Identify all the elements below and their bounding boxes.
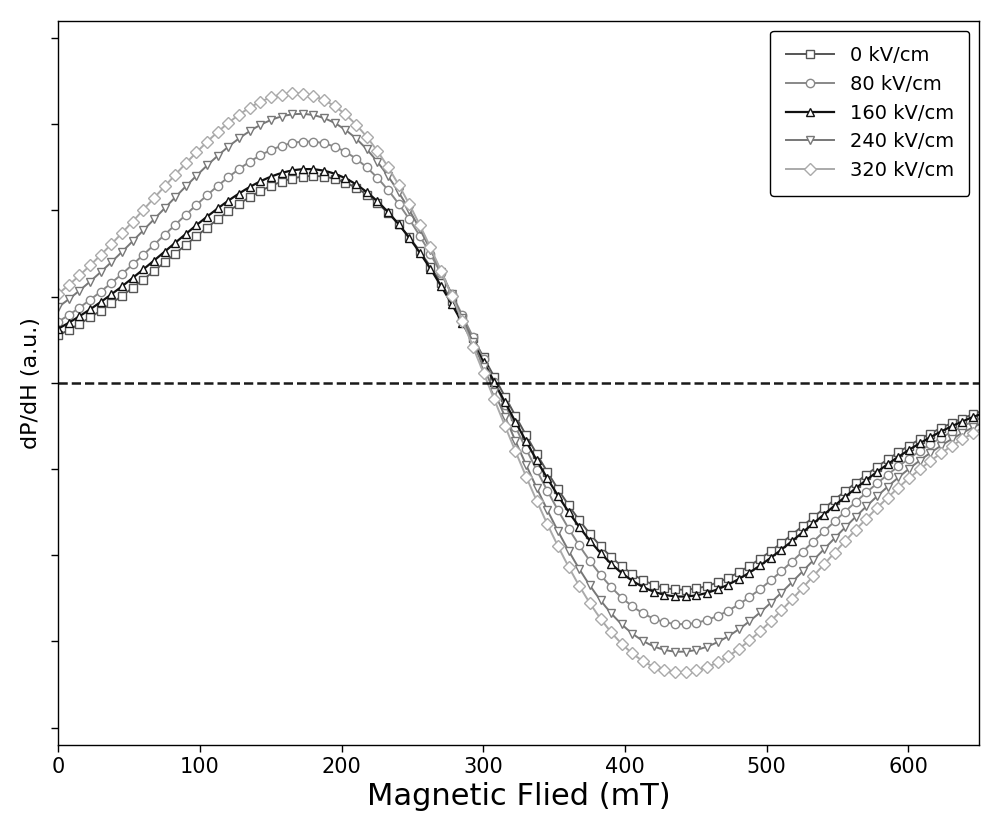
0 kV/cm xyxy=(973,407,985,417)
320 kV/cm xyxy=(674,667,686,677)
240 kV/cm xyxy=(577,570,589,580)
320 kV/cm xyxy=(877,498,889,508)
Legend: 0 kV/cm, 80 kV/cm, 160 kV/cm, 240 kV/cm, 320 kV/cm: 0 kV/cm, 80 kV/cm, 160 kV/cm, 240 kV/cm,… xyxy=(770,31,969,196)
Line: 80 kV/cm: 80 kV/cm xyxy=(54,137,983,628)
240 kV/cm xyxy=(295,109,307,119)
Y-axis label: dP/dH (a.u.): dP/dH (a.u.) xyxy=(21,317,41,448)
160 kV/cm xyxy=(464,332,476,342)
160 kV/cm xyxy=(623,573,635,583)
320 kV/cm xyxy=(464,335,476,345)
240 kV/cm xyxy=(52,302,64,312)
80 kV/cm xyxy=(302,136,314,146)
160 kV/cm xyxy=(577,527,589,537)
320 kV/cm xyxy=(577,587,589,597)
0 kV/cm xyxy=(52,330,64,340)
0 kV/cm xyxy=(71,320,83,330)
80 kV/cm xyxy=(877,473,889,483)
Line: 0 kV/cm: 0 kV/cm xyxy=(54,171,983,594)
0 kV/cm xyxy=(577,520,589,530)
160 kV/cm xyxy=(675,592,687,602)
0 kV/cm xyxy=(59,327,71,337)
Line: 240 kV/cm: 240 kV/cm xyxy=(54,110,983,656)
240 kV/cm xyxy=(877,486,889,496)
80 kV/cm xyxy=(71,305,83,314)
80 kV/cm xyxy=(52,317,64,327)
240 kV/cm xyxy=(623,626,635,636)
X-axis label: Magnetic Flied (mT): Magnetic Flied (mT) xyxy=(367,782,670,811)
80 kV/cm xyxy=(973,414,985,423)
0 kV/cm xyxy=(464,328,476,338)
320 kV/cm xyxy=(623,646,635,656)
160 kV/cm xyxy=(59,319,71,329)
80 kV/cm xyxy=(675,619,687,629)
160 kV/cm xyxy=(877,463,889,473)
320 kV/cm xyxy=(71,272,83,282)
80 kV/cm xyxy=(577,546,589,556)
320 kV/cm xyxy=(973,425,985,435)
0 kV/cm xyxy=(623,567,635,577)
240 kV/cm xyxy=(674,646,686,656)
80 kV/cm xyxy=(59,312,71,322)
240 kV/cm xyxy=(59,297,71,307)
240 kV/cm xyxy=(71,287,83,297)
0 kV/cm xyxy=(877,458,889,468)
0 kV/cm xyxy=(307,171,319,181)
160 kV/cm xyxy=(71,313,83,323)
320 kV/cm xyxy=(59,283,71,293)
160 kV/cm xyxy=(973,409,985,419)
160 kV/cm xyxy=(52,324,64,334)
320 kV/cm xyxy=(289,88,301,98)
240 kV/cm xyxy=(973,419,985,429)
320 kV/cm xyxy=(52,289,64,299)
0 kV/cm xyxy=(675,585,687,595)
Line: 160 kV/cm: 160 kV/cm xyxy=(54,165,983,601)
80 kV/cm xyxy=(464,326,476,336)
160 kV/cm xyxy=(302,164,314,174)
240 kV/cm xyxy=(464,331,476,341)
Line: 320 kV/cm: 320 kV/cm xyxy=(54,89,983,676)
80 kV/cm xyxy=(623,599,635,609)
